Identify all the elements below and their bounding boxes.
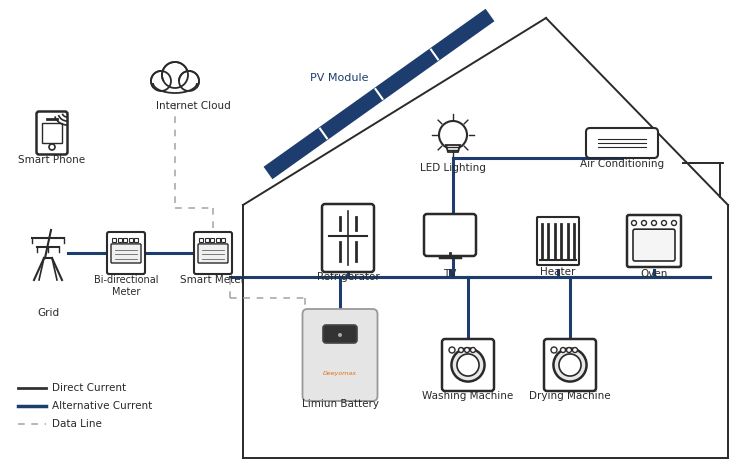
Bar — [221, 238, 225, 242]
FancyBboxPatch shape — [322, 204, 374, 272]
FancyBboxPatch shape — [194, 232, 232, 274]
FancyBboxPatch shape — [198, 244, 228, 263]
Bar — [210, 238, 214, 242]
Text: Grid: Grid — [37, 308, 59, 318]
FancyBboxPatch shape — [544, 339, 596, 391]
FancyBboxPatch shape — [37, 112, 68, 155]
Text: Alternative Current: Alternative Current — [52, 401, 152, 411]
FancyBboxPatch shape — [111, 244, 141, 263]
FancyBboxPatch shape — [424, 214, 476, 256]
Circle shape — [452, 349, 484, 382]
Circle shape — [151, 71, 171, 91]
Text: LED Lighting: LED Lighting — [420, 163, 486, 173]
Text: Deeyomax: Deeyomax — [323, 371, 357, 377]
Bar — [123, 238, 127, 242]
Text: Data Line: Data Line — [52, 419, 102, 429]
Bar — [128, 238, 133, 242]
Text: Smart Meter: Smart Meter — [181, 275, 245, 285]
Text: Bi-directional
Meter: Bi-directional Meter — [94, 275, 158, 297]
Bar — [42, 123, 62, 143]
FancyBboxPatch shape — [323, 325, 357, 343]
Text: Washing Machine: Washing Machine — [422, 391, 514, 401]
Circle shape — [162, 62, 188, 88]
Circle shape — [551, 347, 557, 353]
Circle shape — [457, 354, 479, 376]
Bar — [215, 238, 220, 242]
Text: Air Conditioning: Air Conditioning — [580, 159, 664, 169]
FancyBboxPatch shape — [633, 229, 675, 261]
Bar — [118, 238, 122, 242]
Circle shape — [662, 220, 667, 226]
Bar — [112, 238, 116, 242]
Text: PV Module: PV Module — [310, 73, 368, 83]
Circle shape — [338, 333, 342, 337]
Bar — [205, 238, 209, 242]
Text: Oven: Oven — [640, 269, 668, 279]
Circle shape — [560, 348, 566, 352]
FancyBboxPatch shape — [586, 128, 658, 158]
Text: Smart Phone: Smart Phone — [19, 155, 86, 165]
FancyBboxPatch shape — [302, 309, 377, 401]
Circle shape — [470, 348, 476, 352]
Circle shape — [572, 348, 578, 352]
FancyBboxPatch shape — [442, 339, 494, 391]
Text: Internet Cloud: Internet Cloud — [156, 101, 230, 111]
Circle shape — [458, 348, 464, 352]
Circle shape — [671, 220, 676, 226]
Bar — [153, 81, 197, 95]
Circle shape — [554, 349, 586, 382]
Text: Drying Machine: Drying Machine — [530, 391, 610, 401]
FancyBboxPatch shape — [537, 217, 579, 265]
Text: Heater: Heater — [540, 267, 576, 277]
Circle shape — [439, 121, 467, 149]
Text: TV: TV — [443, 269, 457, 279]
Polygon shape — [446, 145, 460, 152]
Circle shape — [49, 144, 55, 150]
Text: Direct Current: Direct Current — [52, 383, 126, 393]
FancyBboxPatch shape — [107, 232, 145, 274]
Circle shape — [652, 220, 656, 226]
Circle shape — [641, 220, 646, 226]
FancyBboxPatch shape — [627, 215, 681, 267]
Text: Refrigerator: Refrigerator — [316, 272, 380, 282]
Circle shape — [179, 71, 199, 91]
Bar — [199, 238, 203, 242]
Circle shape — [632, 220, 637, 226]
Bar — [134, 238, 138, 242]
Circle shape — [464, 348, 470, 352]
Text: Limiun Battery: Limiun Battery — [302, 399, 379, 409]
Circle shape — [449, 347, 455, 353]
Circle shape — [559, 354, 581, 376]
Circle shape — [566, 348, 572, 352]
